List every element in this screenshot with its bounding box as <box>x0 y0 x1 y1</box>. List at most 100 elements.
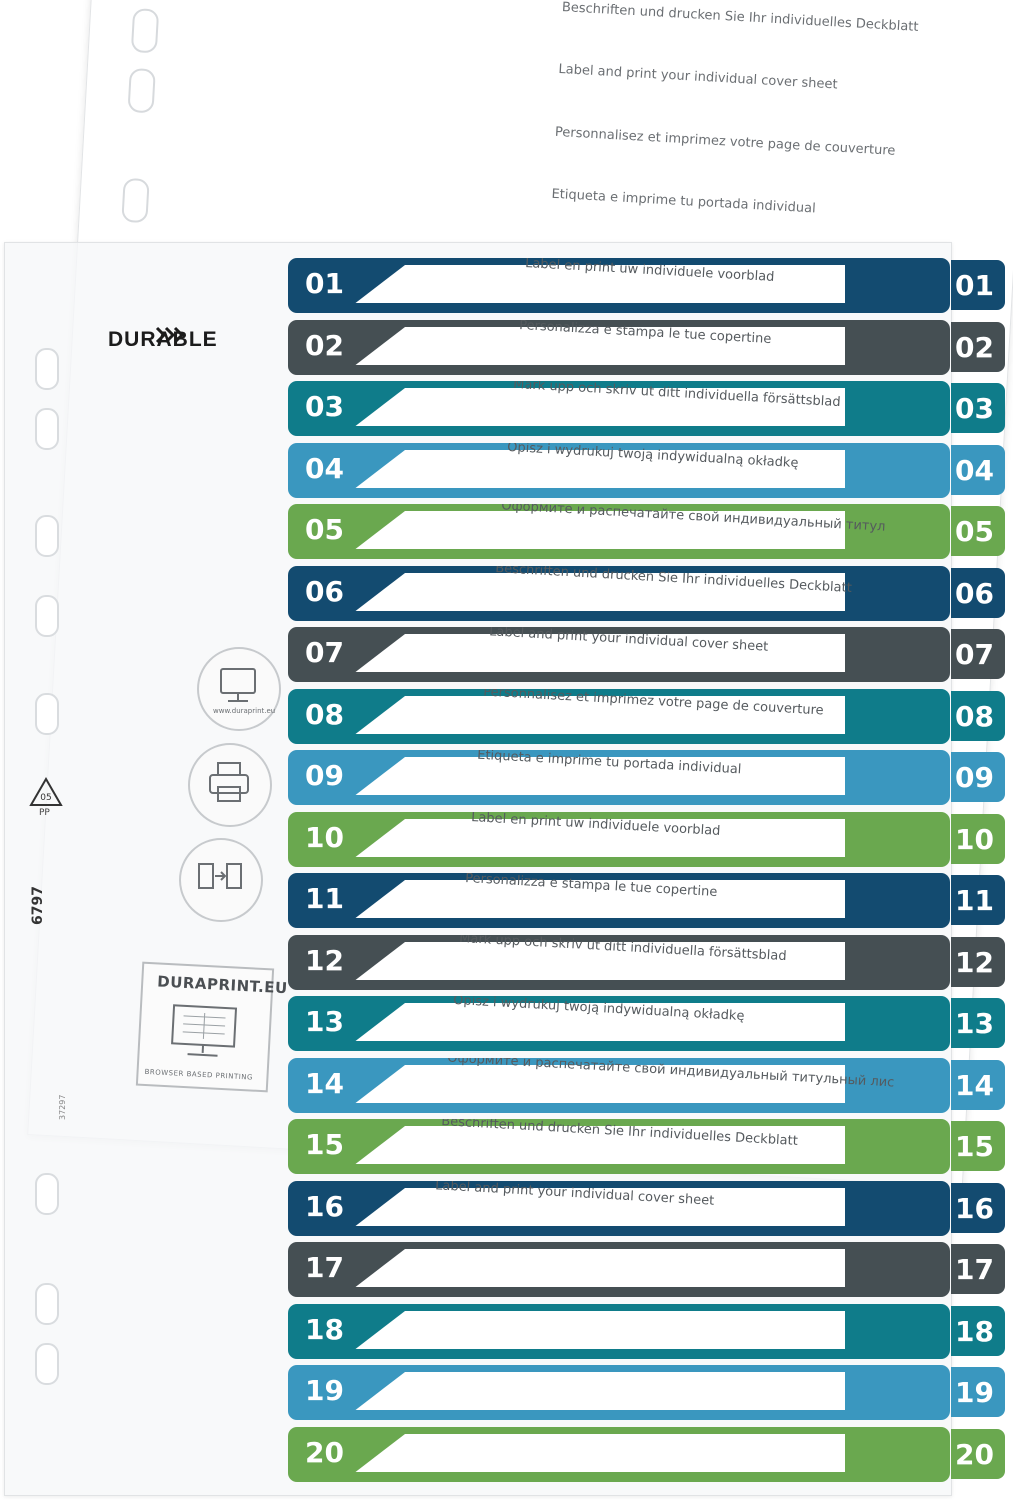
index-tab[interactable]: 14 <box>951 1060 1005 1110</box>
tab-number: 01 <box>955 269 994 302</box>
index-tab[interactable]: 04 <box>951 445 1005 495</box>
row-overlay-text: Оформите и распечатайте свой индивидуаль… <box>500 504 886 535</box>
row-number: 12 <box>305 944 344 977</box>
index-tab[interactable]: 10 <box>951 814 1005 864</box>
tab-number: 12 <box>955 946 994 979</box>
row-number: 09 <box>305 759 344 792</box>
tab-number: 05 <box>955 515 994 548</box>
index-tab[interactable]: 19 <box>951 1367 1005 1417</box>
row-number: 20 <box>305 1436 344 1469</box>
index-tab[interactable]: 11 <box>951 875 1005 925</box>
row-overlay-text: Personalizza e stampa le tue copertine <box>464 873 718 901</box>
divider-row: 16 Label and print your individual cover … <box>288 1181 950 1236</box>
recycle-symbol: 05 PP <box>28 776 64 822</box>
row-number-wedge: 04 <box>295 450 405 488</box>
index-tab[interactable]: 01 <box>951 260 1005 310</box>
index-tab[interactable]: 20 <box>951 1429 1005 1479</box>
row-number: 10 <box>305 821 344 854</box>
tab-number: 07 <box>955 638 994 671</box>
tab-number: 02 <box>955 331 994 364</box>
divider-row: 09 Etiqueta e imprime tu portada individu… <box>288 750 950 805</box>
row-overlay-text: Märk upp och skriv ut ditt individuella … <box>512 381 841 411</box>
recycle-icon: 05 <box>29 776 63 806</box>
divider-row: 05 Оформите и распечатайте свой индивидуа… <box>288 504 950 559</box>
row-number-wedge: 01 <box>295 265 405 303</box>
row-number: 16 <box>305 1190 344 1223</box>
row-overlay-text: Märk upp och skriv ut ditt individuella … <box>458 935 787 965</box>
row-number: 03 <box>305 390 344 423</box>
row-write-field: 13 Opisz i wydrukuj twoją indywidualną ok… <box>295 996 845 1041</box>
row-write-field: 04 Opisz i wydrukuj twoją indywidualną ok… <box>295 443 845 488</box>
index-tab[interactable]: 06 <box>951 568 1005 618</box>
row-write-field: 06 Beschriften und drucken Sie Ihr indivi… <box>295 566 852 611</box>
row-number: 18 <box>305 1313 344 1346</box>
cover-text: Personnalisez et imprimez votre page de … <box>554 124 896 159</box>
monitor-url: www.duraprint.eu <box>213 707 276 715</box>
printer-icon-circle <box>188 743 272 827</box>
row-number-wedge: 06 <box>295 573 405 611</box>
row-write-field: 17 <box>295 1249 845 1287</box>
row-number: 19 <box>305 1374 344 1407</box>
row-overlay-text: Personnalisez et imprimez votre page de … <box>482 689 825 719</box>
row-number: 08 <box>305 698 344 731</box>
punch-hole <box>35 693 59 735</box>
index-tab[interactable]: 17 <box>951 1244 1005 1294</box>
tab-number: 13 <box>955 1007 994 1040</box>
tab-number: 18 <box>955 1315 994 1348</box>
index-tab[interactable]: 02 <box>951 322 1005 372</box>
punch-hole <box>35 1343 59 1385</box>
divider-row: 06 Beschriften und drucken Sie Ihr indivi… <box>288 566 950 621</box>
row-write-field: 12 Märk upp och skriv ut ditt individuell… <box>295 935 845 980</box>
tab-number: 11 <box>955 884 994 917</box>
row-number-wedge: 12 <box>295 942 405 980</box>
index-tab[interactable]: 03 <box>951 383 1005 433</box>
index-tab[interactable]: 05 <box>951 506 1005 556</box>
index-tab[interactable]: 13 <box>951 998 1005 1048</box>
row-overlay-text: Label and print your individual cover sh… <box>434 1181 715 1209</box>
divider-row: 17 <box>288 1242 950 1297</box>
index-tab[interactable]: 12 <box>951 937 1005 987</box>
row-write-field: 03 Märk upp och skriv ut ditt individuell… <box>295 381 845 426</box>
index-tab[interactable]: 18 <box>951 1306 1005 1356</box>
row-number-wedge: 20 <box>295 1434 405 1472</box>
printer-icon <box>209 762 249 802</box>
row-number-wedge: 07 <box>295 634 405 672</box>
index-tab[interactable]: 16 <box>951 1183 1005 1233</box>
divider-row: 12 Märk upp och skriv ut ditt individuell… <box>288 935 950 990</box>
tab-number: 19 <box>955 1376 994 1409</box>
cover-text: Etiqueta e imprime tu portada individual <box>551 186 817 217</box>
index-tab[interactable]: 15 <box>951 1121 1005 1171</box>
row-write-field: 15 Beschriften und drucken Sie Ihr indivi… <box>295 1119 845 1164</box>
row-number-wedge: 15 <box>295 1126 405 1164</box>
punch-hole <box>35 408 59 450</box>
divider-row: 11 Personalizza e stampa le tue copertine <box>288 873 950 928</box>
row-write-field: 19 <box>295 1372 845 1410</box>
divider-row: 15 Beschriften und drucken Sie Ihr indivi… <box>288 1119 950 1174</box>
row-number: 15 <box>305 1128 344 1161</box>
row-number-wedge: 05 <box>295 511 405 549</box>
row-write-field: 09 Etiqueta e imprime tu portada individu… <box>295 750 845 795</box>
divider-row: 10 Label en print uw individuele voorblad <box>288 812 950 867</box>
row-write-field: 02 Personalizza e stampa le tue copertine <box>295 320 845 365</box>
punch-hole <box>35 515 59 557</box>
row-overlay-text: Оформите и распечатайте свой индивидуаль… <box>446 1058 895 1091</box>
divider-row: 07 Label and print your individual cover … <box>288 627 950 682</box>
row-number: 11 <box>305 882 344 915</box>
punch-hole <box>35 595 59 637</box>
row-number-wedge: 19 <box>295 1372 405 1410</box>
row-number: 06 <box>305 575 344 608</box>
index-tab[interactable]: 07 <box>951 629 1005 679</box>
tab-number: 08 <box>955 700 994 733</box>
row-write-field: 01 Label en print uw individuele voorblad <box>295 258 845 303</box>
divider-row: 04 Opisz i wydrukuj twoją indywidualną ok… <box>288 443 950 498</box>
punch-hole <box>127 67 156 114</box>
index-tab[interactable]: 08 <box>951 691 1005 741</box>
tab-number: 16 <box>955 1192 994 1225</box>
row-overlay-text: Label en print uw individuele voorblad <box>470 812 721 839</box>
row-write-field: 05 Оформите и распечатайте свой индивидуа… <box>295 504 886 549</box>
index-tab[interactable]: 09 <box>951 752 1005 802</box>
row-number: 13 <box>305 1005 344 1038</box>
row-number-wedge: 17 <box>295 1249 405 1287</box>
divider-row: 02 Personalizza e stampa le tue copertine <box>288 320 950 375</box>
divider-row: 08 Personnalisez et imprimez votre page d… <box>288 689 950 744</box>
